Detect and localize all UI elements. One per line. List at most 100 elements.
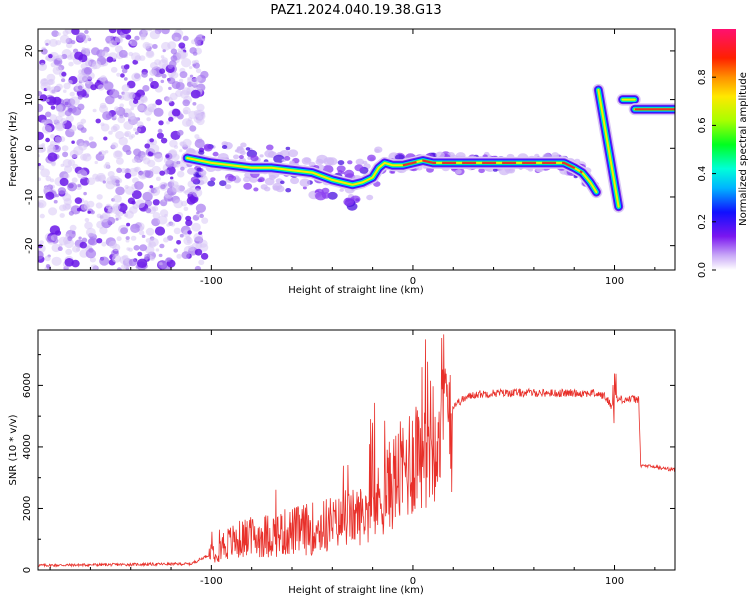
- noise-blob: [159, 262, 163, 266]
- noise-blob: [133, 167, 139, 172]
- noise-blob: [165, 154, 170, 159]
- spectrogram-ytick-label: -20: [24, 237, 35, 253]
- noise-blob: [113, 194, 122, 203]
- snr-ytick-label: 6000: [22, 373, 33, 398]
- noise-blob: [155, 248, 160, 252]
- noise-blob: [101, 50, 109, 58]
- track-halo: [302, 186, 307, 190]
- noise-blob: [118, 49, 128, 58]
- noise-blob: [130, 235, 137, 241]
- noise-blob: [90, 84, 97, 91]
- noise-blob: [194, 134, 200, 139]
- noise-blob: [149, 69, 157, 76]
- noise-blob: [116, 157, 124, 165]
- noise-blob: [198, 259, 205, 265]
- noise-blob: [150, 80, 159, 89]
- noise-blob: [179, 233, 184, 238]
- noise-blob: [155, 176, 161, 181]
- noise-blob: [95, 118, 101, 124]
- track-halo: [493, 168, 498, 172]
- noise-blob: [103, 81, 114, 91]
- noise-blob: [48, 54, 53, 59]
- noise-blob: [195, 203, 206, 213]
- noise-blob: [64, 110, 72, 117]
- noise-blob: [38, 199, 47, 209]
- noise-blob: [127, 197, 135, 205]
- noise-blob: [90, 264, 98, 270]
- noise-blob: [45, 42, 49, 46]
- noise-blob: [137, 159, 141, 163]
- colorbar-tick-label: 0.0: [697, 262, 708, 278]
- spectrogram-ytick-label: -10: [24, 189, 35, 205]
- noise-blob: [71, 106, 82, 116]
- track-halo: [339, 188, 345, 192]
- spectrogram-ytick-label: 20: [24, 45, 35, 58]
- noise-blob: [152, 199, 160, 206]
- noise-blob: [48, 207, 58, 216]
- noise-blob: [127, 112, 136, 120]
- noise-blob: [186, 187, 194, 195]
- noise-blob: [137, 251, 143, 257]
- noise-blob: [105, 161, 110, 167]
- noise-blob: [170, 176, 174, 180]
- noise-blob: [149, 256, 155, 261]
- snr-xlabel: Height of straight line (km): [288, 585, 424, 596]
- noise-blob: [144, 43, 150, 48]
- track-halo: [280, 180, 285, 185]
- noise-blob: [105, 203, 112, 210]
- noise-blob: [96, 172, 106, 182]
- noise-blob: [83, 66, 93, 75]
- noise-blob: [120, 227, 128, 235]
- noise-blob: [43, 78, 47, 82]
- noise-blob: [92, 108, 97, 113]
- noise-blob: [158, 253, 163, 258]
- noise-blob: [59, 34, 70, 44]
- noise-blob: [41, 143, 46, 147]
- track-halo: [221, 145, 228, 149]
- noise-blob: [173, 227, 181, 235]
- noise-blob: [67, 79, 73, 85]
- track-halo: [347, 160, 353, 165]
- noise-blob: [80, 168, 85, 172]
- noise-blob: [63, 82, 71, 90]
- track-halo: [203, 144, 213, 152]
- noise-blob: [68, 210, 74, 216]
- noise-blob: [117, 116, 126, 124]
- noise-blob: [123, 121, 134, 130]
- noise-blob: [189, 74, 194, 78]
- noise-blob: [98, 151, 102, 155]
- snr-xtick-label: 0: [410, 576, 416, 587]
- noise-blob: [38, 103, 44, 113]
- noise-blob: [57, 187, 66, 195]
- noise-blob: [46, 73, 56, 82]
- noise-blob: [38, 250, 44, 260]
- noise-blob: [39, 213, 45, 219]
- noise-blob: [123, 64, 130, 70]
- noise-blob: [86, 227, 96, 237]
- spectrogram-image: [38, 29, 675, 270]
- noise-blob: [181, 251, 190, 259]
- track-halo: [303, 157, 311, 163]
- noise-blob: [194, 248, 203, 256]
- noise-blob: [40, 62, 45, 67]
- noise-blob: [50, 234, 59, 241]
- noise-blob: [116, 167, 122, 173]
- noise-blob: [57, 246, 63, 251]
- noise-blob: [67, 236, 73, 242]
- track-halo: [219, 180, 227, 187]
- noise-blob: [45, 264, 51, 268]
- spectrogram-ytick-label: 0: [24, 145, 35, 151]
- track-halo: [536, 168, 542, 173]
- track-halo: [362, 160, 368, 165]
- noise-blob: [134, 181, 144, 190]
- noise-blob: [152, 103, 157, 108]
- noise-blob: [182, 106, 191, 115]
- noise-blob: [45, 191, 55, 200]
- track-halo: [240, 142, 247, 148]
- noise-blob: [40, 48, 48, 55]
- noise-blob: [120, 73, 125, 78]
- noise-blob: [45, 111, 52, 118]
- noise-blob: [120, 167, 127, 174]
- track-halo: [259, 154, 264, 158]
